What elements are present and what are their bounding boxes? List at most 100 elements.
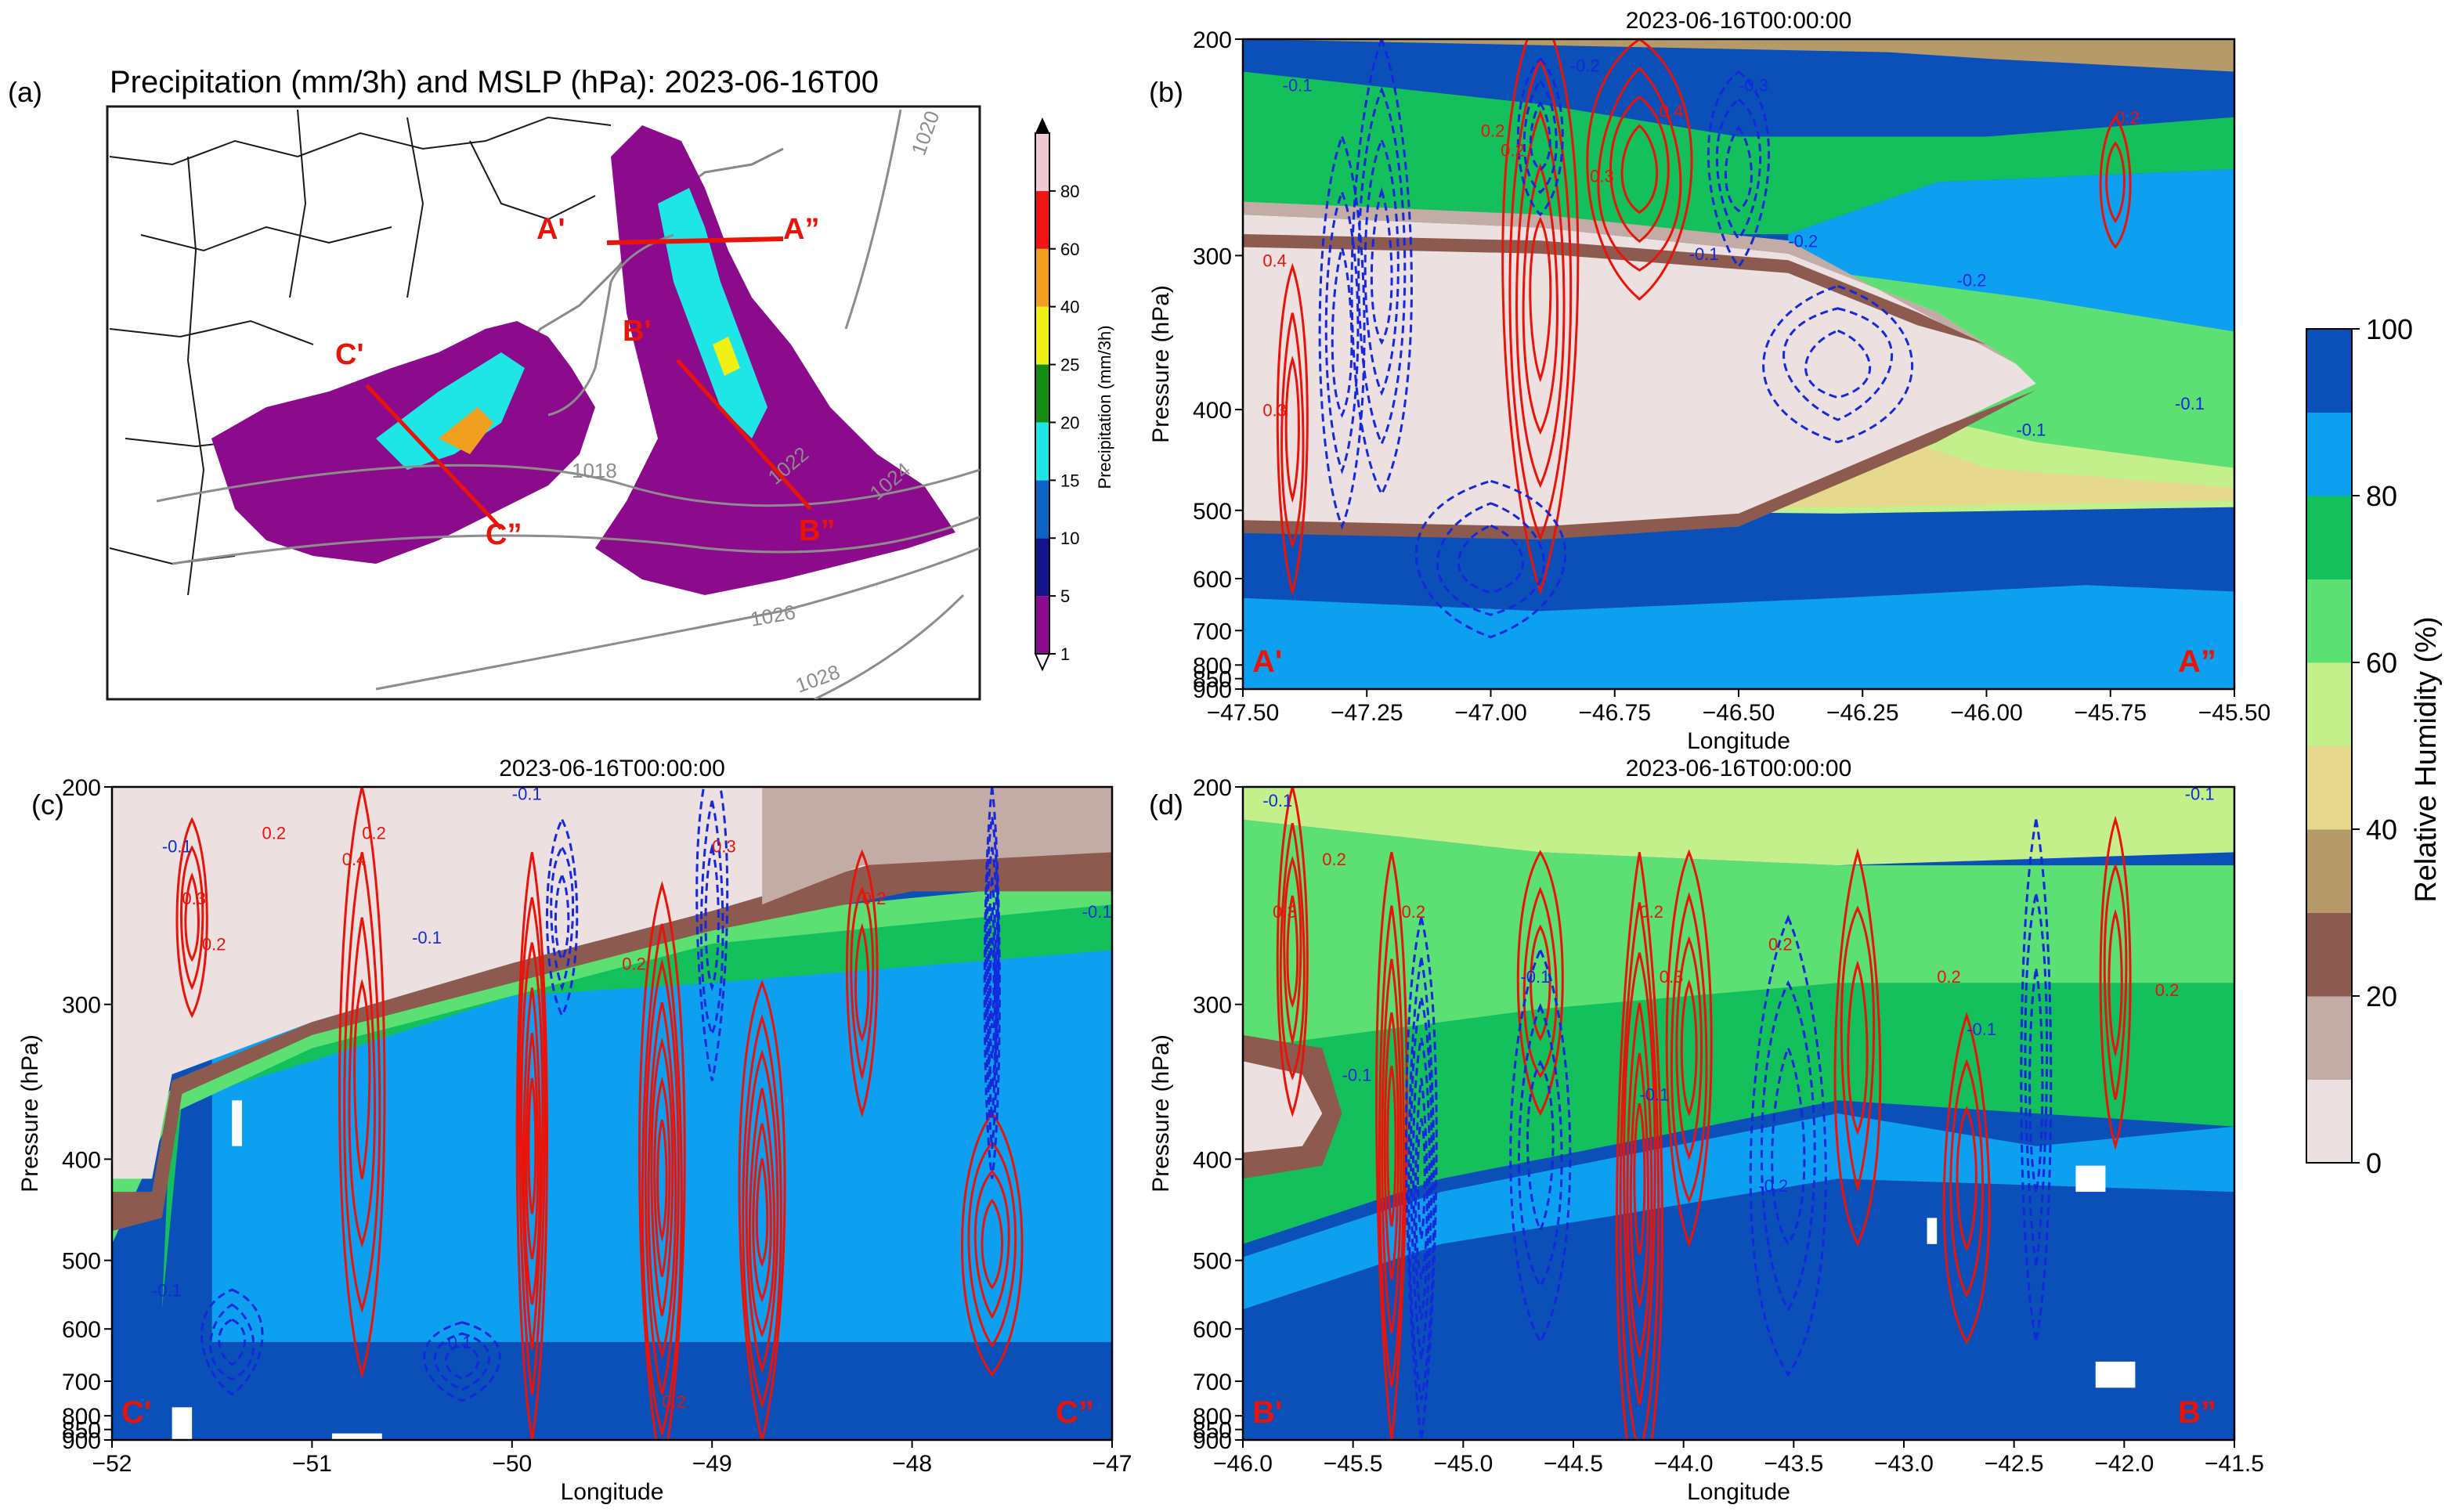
omega-contour-positive: [1515, 110, 1566, 489]
omega-contour-negative: [1412, 1037, 1431, 1320]
omega-contour-negative: [1357, 86, 1407, 447]
omega-contour-positive: [1530, 924, 1551, 1041]
panel-d-cross-section-B: 0.3 0.2 0.2 0.2 0.3 0.2 0.2 0.2 -0.1 -0.1 -0.1 -0.1…: [1148, 756, 2264, 1505]
contour-label: 0.3: [712, 836, 736, 856]
y-tick-label: 900: [1193, 677, 1232, 703]
rh-colorbar-segment: [2306, 412, 2352, 496]
omega-contour-positive: [1619, 902, 1660, 1440]
colorbar-extend-bottom: [1034, 653, 1051, 672]
omega-contour-positive: [1283, 856, 1302, 1046]
isobar: [844, 109, 902, 330]
omega-contour-positive: [520, 942, 544, 1350]
contour-label: 0.3: [1273, 902, 1297, 922]
contour-label: 0.2: [1481, 121, 1505, 141]
contour-label: -0.1: [442, 1333, 471, 1352]
omega-contour-positive: [1529, 216, 1552, 383]
panel_c-field: 0.3 0.2 0.2 0.2 0.4 0.2 0.3 0.2 0.2 -0.1 -0.1 -0.1 -…: [112, 787, 1112, 1440]
omega-contour-negative: [695, 787, 729, 1081]
precip-colorbar-segment: [1035, 422, 1049, 481]
rh-colorbar-frame: [2306, 328, 2353, 1164]
x-tick-label: −45.0: [1433, 1451, 1493, 1477]
omega-contour-positive: [515, 852, 548, 1440]
panel-a-map-content: 1020 1022 1024 1026 1028 1018: [109, 107, 980, 699]
precip-colorbar-tick-label: 40: [1060, 298, 1079, 317]
missing-data-patch: [2095, 1361, 2136, 1388]
omega-contour-positive: [738, 980, 786, 1440]
rh-colorbar-segment: [2306, 662, 2352, 746]
omega-contour-positive: [1284, 355, 1300, 503]
omega-contour-negative: [1370, 186, 1393, 345]
rh-fill-band: [762, 787, 1112, 905]
rh-fill-band: [1243, 390, 2036, 540]
contour-label: 0.4: [1660, 102, 1684, 121]
omega-contour-positive: [518, 897, 547, 1395]
omega-contour-positive: [2099, 115, 2132, 250]
y-tick-label: 500: [62, 1249, 101, 1275]
omega-contour-positive: [755, 1158, 769, 1268]
y-tick-label: 700: [1193, 619, 1232, 644]
contour-label: 0.2: [1322, 850, 1346, 869]
omega-contour-positive: [1942, 1012, 1991, 1344]
omega-contour-positive: [1949, 1059, 1985, 1298]
rh-fill-band: [1243, 39, 2234, 72]
x-tick-label: −46.50: [1703, 700, 1775, 726]
y-tick-label: 400: [62, 1147, 101, 1173]
omega-contour-negative: [1715, 98, 1762, 241]
rh-colorbar-segment: [2306, 745, 2352, 830]
contour-label: -0.1: [162, 836, 192, 856]
omega-contour-positive: [184, 872, 200, 962]
omega-contour-positive: [2105, 141, 2126, 223]
omega-contour-negative: [1771, 1045, 1806, 1247]
omega-contour-negative: [1363, 137, 1400, 396]
precip-colorbar-segment: [1035, 538, 1049, 597]
panel_b-title: 2023-06-16T00:00:00: [1626, 8, 1852, 34]
omega-contour-positive: [981, 1198, 1004, 1290]
x-tick-label: −41.5: [2205, 1451, 2264, 1477]
omega-contour-positive: [527, 1077, 537, 1214]
omega-contour-negative: [2020, 819, 2053, 1343]
y-tick-label: 300: [62, 993, 101, 1019]
panel-c-cross-section-C: 0.3 0.2 0.2 0.2 0.4 0.2 0.3 0.2 0.2 -0.1 -0.1 -0.1 -…: [17, 756, 1132, 1505]
contour-label: -0.2: [1957, 270, 1987, 290]
omega-contour-positive: [1847, 960, 1869, 1135]
contour-label: 0.2: [1501, 140, 1525, 160]
contour-label: 0.2: [662, 1391, 686, 1411]
omega-contour-negative: [699, 800, 724, 1038]
x-tick-label: −50: [492, 1451, 532, 1477]
omega-contour-positive: [1378, 905, 1405, 1388]
contour-label: 0.4: [1262, 251, 1287, 271]
contour-label: 0.2: [1768, 935, 1793, 954]
x-tick-label: −47.50: [1207, 700, 1280, 726]
rh-fill-band: [161, 904, 1112, 1310]
omega-contour-negative: [1516, 56, 1564, 217]
omega-contour-positive: [1956, 1106, 1977, 1252]
rh-fill-band: [1243, 956, 2234, 1244]
omega-contour-positive: [1386, 1066, 1397, 1227]
panel_c-label: (c): [31, 788, 64, 821]
x-tick-label: −49: [692, 1451, 732, 1477]
x-tick-label: −52: [92, 1451, 132, 1477]
omega-contour-positive: [845, 849, 879, 1117]
omega-contour-positive: [656, 1119, 668, 1243]
omega-contour-positive: [2099, 815, 2132, 1151]
contour-label: 0.2: [1937, 967, 1961, 987]
omega-contour-positive: [1375, 852, 1408, 1440]
section-label-a-end: A”: [783, 213, 819, 246]
isobar: [172, 515, 980, 565]
rh-fill-band: [1243, 71, 2234, 234]
omega-contour-negative: [1526, 1059, 1555, 1233]
omega-contour-negative: [1749, 914, 1827, 1377]
contour-label: 0.2: [262, 824, 287, 843]
precip-core-west: [376, 352, 525, 470]
contour-label: 0.3: [1590, 167, 1614, 186]
precip-colorbar-tick-label: 1: [1060, 644, 1070, 664]
omega-contour-positive: [1279, 823, 1306, 1081]
contour-label: 0.4: [342, 850, 367, 869]
omega-contour-negative: [1517, 1003, 1563, 1289]
contour-label: -0.1: [1082, 902, 1112, 922]
omega-contour-positive: [1522, 162, 1558, 435]
panel_b-field: 0.40.30.20.40.30.20.2-0.1-0.2-0.3-0.2-0.…: [1243, 39, 2234, 689]
contour-label: -0.3: [1739, 75, 1768, 95]
section-line-A: [606, 236, 784, 245]
omega-contour-negative: [1410, 998, 1433, 1360]
